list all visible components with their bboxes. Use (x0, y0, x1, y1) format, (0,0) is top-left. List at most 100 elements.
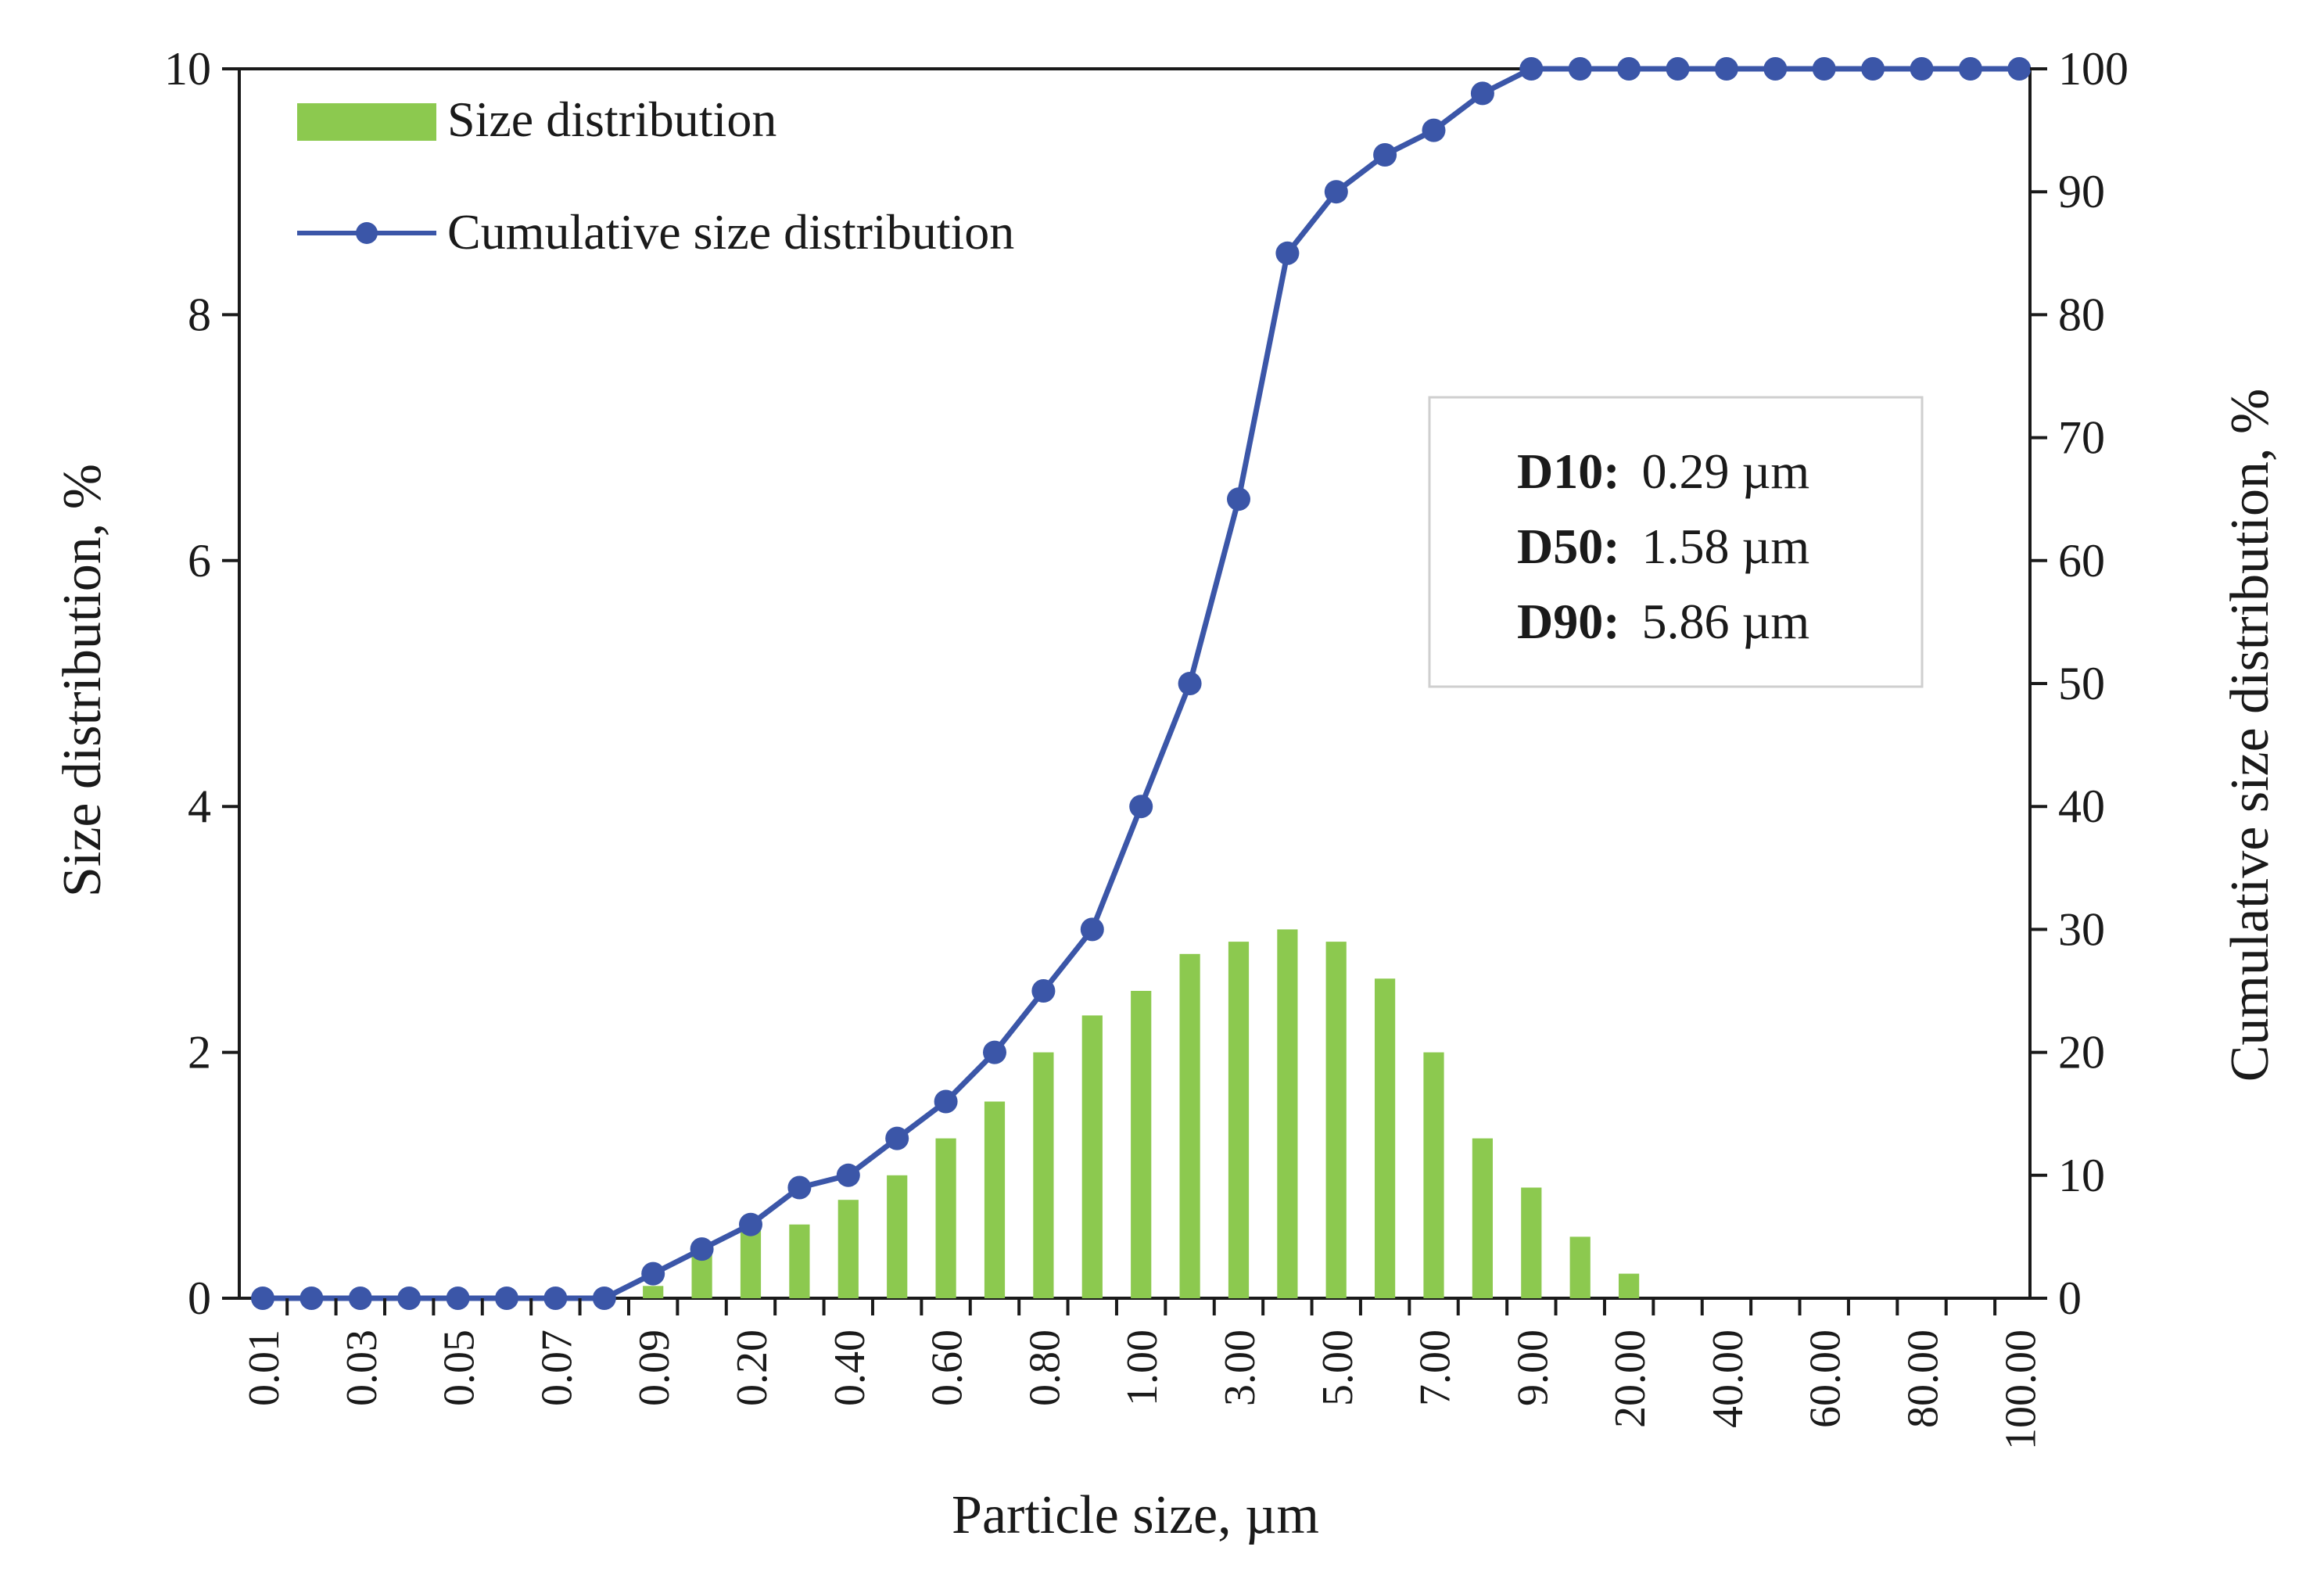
x-tick-label-3.00: 3.00 (1216, 1330, 1264, 1406)
cumulative-point-0.05 (446, 1287, 470, 1310)
x-tick-label-100.00: 100.00 (1996, 1330, 2045, 1450)
legend-swatch-size-distribution (297, 103, 436, 141)
left-tick-label-6: 6 (188, 535, 211, 587)
left-tick-label-8: 8 (188, 289, 211, 340)
right-y-axis: 0 10 20 30 40 50 60 70 80 90 100 (2030, 43, 2129, 1324)
bar-1.00 (1131, 991, 1152, 1298)
left-y-axis-title: Size distribution, % (52, 464, 113, 897)
right-tick-label-90: 90 (2058, 166, 2105, 217)
bar-9.00 (1521, 1187, 1542, 1298)
d50-key: D50: (1517, 519, 1620, 574)
cumulative-point-0.70 (983, 1040, 1006, 1064)
x-tick-label-1.00: 1.00 (1118, 1330, 1167, 1406)
left-y-axis: 0 2 4 6 8 10 (164, 43, 239, 1324)
x-axis: 0.01 0.03 0.05 0.07 0.09 0.20 0.40 0.60 0.80 1.00… (240, 1298, 2045, 1450)
bar-0.90 (1081, 1015, 1103, 1298)
cumulative-point-40.00 (1714, 57, 1738, 81)
x-tick-label-0.09: 0.09 (630, 1330, 679, 1406)
x-tick-label-7.00: 7.00 (1411, 1330, 1460, 1406)
x-tick-label-40.00: 40.00 (1704, 1330, 1752, 1428)
cumulative-point-1.00 (1129, 795, 1153, 819)
cumulative-point-5.00 (1324, 180, 1348, 204)
d90-key: D90: (1517, 594, 1620, 649)
left-tick-label-4: 4 (188, 781, 211, 832)
d-values-box: D10: 0.29 µm D50: 1.58 µm D90: 5.86 µm (1428, 396, 1924, 688)
cumulative-point-0.40 (836, 1163, 860, 1187)
d90-row: D90: 5.86 µm (1517, 594, 1809, 649)
cumulative-point-0.06 (495, 1287, 518, 1310)
bar-0.20 (740, 1230, 762, 1298)
x-tick-label-80.00: 80.00 (1899, 1330, 1948, 1428)
right-tick-label-40: 40 (2058, 781, 2105, 832)
cumulative-point-0.60 (934, 1089, 958, 1114)
x-tick-label-0.40: 0.40 (826, 1330, 874, 1406)
cumulative-point-60.00 (1812, 57, 1836, 81)
x-tick-label-0.20: 0.20 (728, 1330, 776, 1406)
bar-0.70 (984, 1101, 1006, 1298)
cumulative-point-80.00 (1910, 57, 1934, 81)
left-tick-label-0: 0 (188, 1272, 211, 1324)
cumulative-point-20.00 (1617, 57, 1641, 81)
x-tick-label-0.60: 0.60 (924, 1330, 972, 1406)
cumulative-point-30.00 (1666, 57, 1690, 81)
x-tick-label-9.00: 9.00 (1508, 1330, 1557, 1406)
cumulative-point-0.03 (348, 1287, 372, 1310)
bar-0.09 (643, 1286, 664, 1298)
right-tick-label-70: 70 (2058, 412, 2105, 464)
bar-2.00 (1179, 953, 1200, 1298)
right-tick-label-10: 10 (2058, 1150, 2105, 1201)
bar-0.50 (887, 1175, 908, 1298)
left-tick-label-2: 2 (188, 1027, 211, 1078)
cumulative-point-0.80 (1031, 979, 1056, 1003)
x-tick-label-0.03: 0.03 (338, 1330, 386, 1406)
bar-7.00 (1423, 1052, 1444, 1298)
d10-row: D10: 0.29 µm (1517, 443, 1809, 499)
cumulative-point-7.00 (1422, 118, 1446, 142)
right-y-axis-title: Cumulative size distribution, % (2220, 389, 2280, 1082)
d50-row: D50: 1.58 µm (1517, 519, 1809, 574)
cumulative-point-0.50 (885, 1126, 909, 1150)
d10-value: 0.29 µm (1642, 443, 1810, 499)
x-tick-label-0.05: 0.05 (436, 1330, 484, 1406)
right-tick-label-60: 60 (2058, 535, 2105, 587)
legend-label-size-distribution: Size distribution (447, 92, 776, 147)
left-tick-label-10: 10 (164, 43, 211, 95)
bar-4.00 (1277, 929, 1298, 1298)
bar-5.00 (1325, 942, 1347, 1298)
cumulative-point-6.00 (1373, 143, 1397, 167)
cumulative-point-0.10 (690, 1237, 714, 1261)
legend-swatch-cumulative-marker (356, 222, 378, 244)
d50-value: 1.58 µm (1642, 519, 1810, 574)
x-tick-label-5.00: 5.00 (1314, 1330, 1362, 1406)
legend: Size distribution Cumulative size distri… (297, 92, 1014, 260)
cumulative-point-90.00 (1958, 57, 1982, 81)
bar-6.00 (1375, 978, 1396, 1298)
x-tick-label-0.80: 0.80 (1020, 1330, 1069, 1406)
cumulative-point-0.02 (299, 1287, 324, 1310)
bar-0.60 (935, 1138, 956, 1298)
cumulative-point-0.20 (739, 1212, 762, 1236)
x-tick-label-20.00: 20.00 (1606, 1330, 1655, 1428)
right-tick-label-30: 30 (2058, 903, 2105, 955)
right-tick-label-50: 50 (2058, 658, 2105, 709)
right-tick-label-80: 80 (2058, 289, 2105, 340)
d10-key: D10: (1517, 443, 1620, 499)
bar-8.00 (1472, 1138, 1493, 1298)
cumulative-point-0.09 (641, 1261, 665, 1286)
cumulative-point-8.00 (1470, 81, 1494, 106)
cumulative-point-2.00 (1178, 672, 1202, 695)
bar-3.00 (1228, 942, 1250, 1298)
x-tick-label-60.00: 60.00 (1802, 1330, 1850, 1428)
x-axis-title: Particle size, µm (952, 1485, 1319, 1545)
cumulative-point-0.08 (592, 1287, 616, 1310)
legend-label-cumulative: Cumulative size distribution (447, 204, 1014, 260)
cumulative-line-layer (251, 57, 2032, 1310)
right-tick-label-100: 100 (2058, 43, 2129, 95)
cumulative-point-3.00 (1227, 487, 1250, 511)
cumulative-point-0.04 (397, 1287, 421, 1310)
bar-0.30 (789, 1224, 810, 1298)
bar-0.80 (1033, 1052, 1054, 1298)
bar-10.00 (1569, 1236, 1591, 1298)
cumulative-point-0.90 (1080, 917, 1104, 942)
